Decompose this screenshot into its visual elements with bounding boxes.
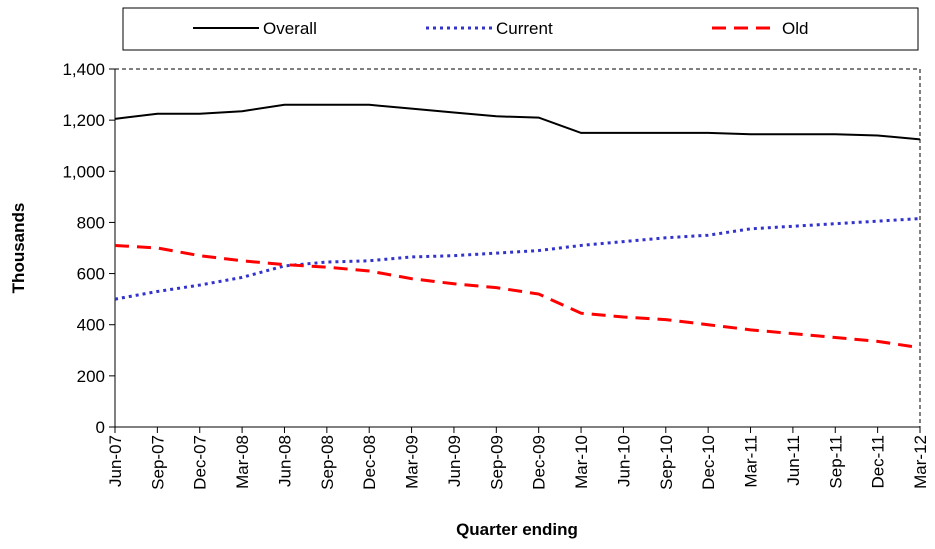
- x-tick-label: Dec-09: [530, 435, 549, 490]
- x-tick-label: Sep-08: [318, 435, 337, 490]
- series-line: [114, 103, 921, 141]
- legend-label: Old: [782, 19, 808, 38]
- x-tick-label: Sep-07: [148, 435, 167, 490]
- x-tick-label: Mar-12: [911, 435, 930, 489]
- y-tick-label: 200: [77, 367, 105, 386]
- x-tick-label: Jun-09: [445, 435, 464, 487]
- x-tick-label: Dec-08: [360, 435, 379, 490]
- x-tick-label: Sep-09: [487, 435, 506, 490]
- y-tick-label: 400: [77, 316, 105, 335]
- x-tick-label: Dec-11: [869, 435, 888, 489]
- y-axis-title: Thousands: [9, 203, 28, 294]
- x-tick-label: Jun-11: [784, 435, 803, 486]
- legend-label: Current: [496, 19, 553, 38]
- series-line: [114, 243, 921, 350]
- y-tick-label: 0: [96, 418, 105, 437]
- x-tick-label: Sep-11: [826, 435, 845, 489]
- series-line: [114, 217, 921, 301]
- legend-label: Overall: [263, 19, 317, 38]
- x-tick-label: Dec-07: [191, 435, 210, 490]
- x-tick-label: Mar-11: [742, 435, 761, 488]
- x-tick-label: Mar-09: [403, 435, 422, 489]
- x-tick-label: Mar-10: [572, 435, 591, 489]
- x-tick-label: Jun-10: [614, 435, 633, 487]
- x-axis-title: Quarter ending: [456, 520, 578, 539]
- x-tick-label: Mar-08: [233, 435, 252, 489]
- x-tick-label: Sep-10: [657, 435, 676, 490]
- x-tick-label: Dec-10: [699, 435, 718, 490]
- y-tick-label: 1,400: [62, 60, 105, 79]
- y-tick-label: 1,200: [62, 111, 105, 130]
- x-tick-label: Jun-07: [106, 435, 125, 487]
- y-tick-label: 1,000: [62, 162, 105, 181]
- y-tick-label: 800: [77, 213, 105, 232]
- y-tick-label: 600: [77, 265, 105, 284]
- x-tick-label: Jun-08: [275, 435, 294, 487]
